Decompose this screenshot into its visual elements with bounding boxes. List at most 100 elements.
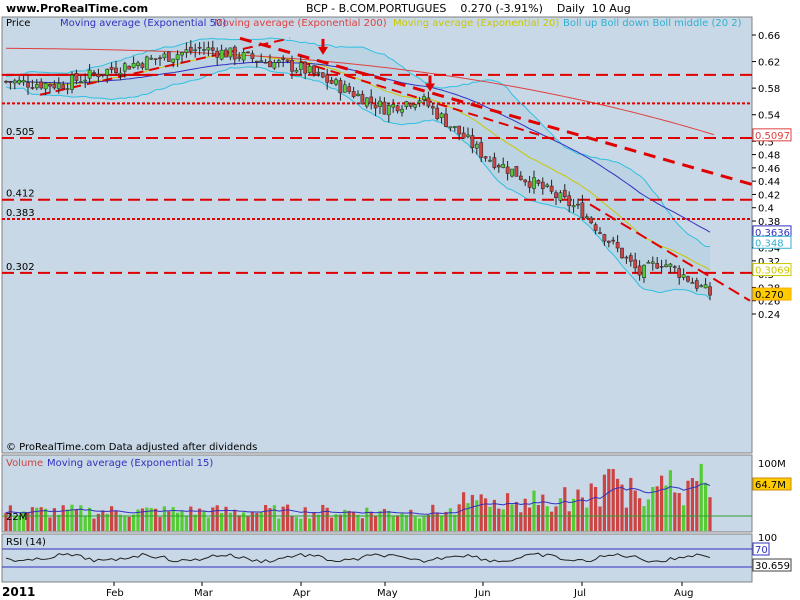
volume-bar (501, 509, 505, 531)
volume-bar (215, 505, 219, 531)
volume-bar (629, 477, 633, 531)
volume-bar (26, 512, 30, 531)
candle-body (545, 184, 550, 187)
bollinger-down-line (5, 66, 711, 300)
candle-body (606, 240, 611, 243)
candle-body (413, 104, 418, 108)
site-name[interactable]: www.ProRealTime.com (6, 2, 149, 15)
volume-bar (651, 487, 655, 531)
candle-body (615, 242, 620, 249)
candle-body (549, 185, 554, 192)
volume-bar (602, 474, 606, 531)
volume-bar (136, 509, 140, 531)
candle-body (329, 80, 334, 84)
volume-bar (352, 511, 356, 531)
volume-bar (444, 511, 448, 531)
candle-body (686, 276, 690, 282)
volume-bar (149, 508, 153, 531)
candle-body (466, 134, 470, 137)
candle-body (294, 70, 299, 73)
volume-bar (519, 512, 523, 531)
volume-bar (259, 512, 263, 531)
candle-body (144, 56, 149, 70)
candle-body (307, 65, 312, 73)
volume-bar (321, 504, 325, 531)
candle-body (246, 51, 250, 54)
candle-body (347, 86, 352, 92)
candle-body (452, 126, 457, 128)
candle-body (39, 81, 44, 89)
candle-body (356, 93, 360, 96)
volume-bar (510, 504, 514, 531)
y-tick-label: 0.44 (758, 177, 780, 188)
candle-body (334, 79, 338, 85)
volume-bar (690, 478, 694, 531)
legend-rsi: RSI (14) (6, 537, 46, 548)
volume-bar (585, 507, 589, 531)
ema200-line (5, 47, 715, 136)
candle-body (510, 168, 514, 177)
candle-body (650, 261, 655, 264)
candle-body (276, 60, 281, 63)
candle-body (184, 49, 189, 53)
candle-body (369, 96, 374, 103)
volume-bar (330, 517, 334, 531)
candle-body (122, 63, 127, 72)
bollinger-up-line (5, 37, 711, 248)
volume-bar (638, 498, 642, 531)
candle-body (232, 46, 237, 60)
rsi-value-box (752, 542, 770, 556)
volume-bar (211, 507, 215, 531)
x-tick-label: 2011 (2, 585, 35, 599)
legend-volume: Volume (6, 458, 43, 469)
volume-bar (360, 518, 364, 531)
volume-bar (567, 511, 571, 531)
candle-body (26, 82, 30, 88)
volume-bar (83, 516, 87, 531)
volume-bar (572, 498, 576, 531)
candle-body (479, 142, 484, 158)
volume-bar (13, 516, 17, 531)
volume-bar (695, 481, 699, 531)
rsi-panel (1, 533, 753, 583)
arrow-icon (318, 46, 328, 55)
candle-body (571, 205, 576, 208)
candle-body (593, 224, 598, 231)
volume-bar (272, 505, 276, 531)
volume-bar (699, 463, 703, 531)
volume-bar (457, 504, 461, 531)
volume-bar (611, 469, 615, 531)
price-value-label: 0.5097 (755, 131, 790, 142)
volume-bar (435, 512, 439, 531)
volume-bar (378, 510, 382, 531)
y-tick-label: 0.58 (758, 84, 780, 95)
footer-note: © ProRealTime.com Data adjusted after di… (6, 442, 257, 453)
volume-bar (88, 507, 92, 531)
volume-bar (110, 506, 114, 531)
volume-bar (220, 512, 224, 531)
candle-body (197, 47, 202, 49)
x-tick-label: Mar (194, 588, 214, 599)
volume-bar (79, 505, 83, 531)
volume-bar (224, 506, 228, 531)
volume-bar (299, 518, 303, 531)
price-value-label: 0.270 (755, 290, 784, 301)
volume-tick-label: 22M (6, 512, 27, 523)
volume-bar (268, 508, 272, 531)
candle-body (105, 68, 110, 76)
candle-body (131, 63, 136, 68)
volume-bar (598, 506, 602, 531)
candle-body (492, 157, 497, 168)
candle-body (360, 93, 365, 105)
volume-bar (708, 497, 712, 531)
candle-body (12, 80, 17, 84)
volume-bar (404, 515, 408, 531)
candle-body (474, 143, 479, 149)
volume-bar (162, 506, 166, 531)
candle-body (4, 80, 8, 83)
candle-body (672, 266, 677, 268)
candle-body (312, 65, 316, 74)
candle-body (272, 62, 277, 69)
level-label: 0.412 (6, 189, 35, 200)
